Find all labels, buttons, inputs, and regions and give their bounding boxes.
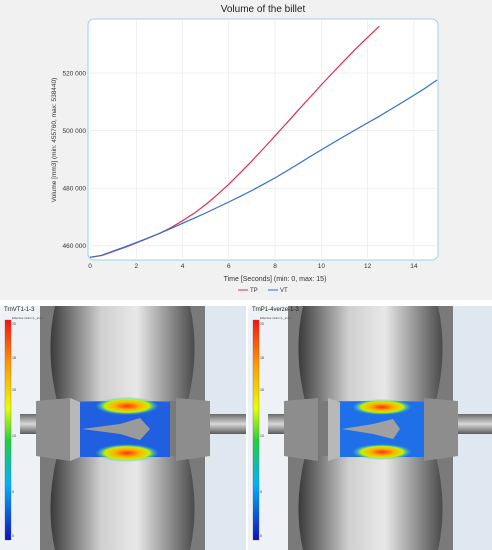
x-tick-label: 4 <box>181 263 185 270</box>
colorbar-tick: 15 <box>12 388 16 392</box>
upper-roll <box>298 306 443 401</box>
lower-roll <box>298 456 443 550</box>
legend-label-vt: VT <box>280 288 288 294</box>
colorbar-tick: 5 <box>12 490 14 494</box>
colorbar-tick: 0 <box>12 534 14 538</box>
grid-layer <box>89 20 437 258</box>
colorbar-tick: 5 <box>260 490 262 494</box>
x-tick-label: 6 <box>227 263 231 270</box>
colorbar <box>252 319 260 541</box>
colorbar <box>4 319 12 541</box>
simulation-panel-left: TrnVT1-1-3 Effective strain (L_sim) 20 1… <box>0 306 246 550</box>
colorbar-tick: 10 <box>12 434 16 438</box>
x-tick-label: 2 <box>134 263 138 270</box>
legend: TP VT <box>238 288 288 294</box>
x-tick-label: 12 <box>364 263 372 270</box>
legend-label-tp: TP <box>250 288 258 294</box>
colorbar-tick: 10 <box>260 434 264 438</box>
simulation-sublabel-right: Effective strain (L_sim) <box>260 316 291 320</box>
x-tick-label: 0 <box>88 263 92 270</box>
colorbar-tick: 18 <box>260 356 264 360</box>
colorbar-tick: 20 <box>12 322 16 326</box>
y-axis-label: Volume [mm3] (min: 455760, max: 538440) <box>51 78 58 203</box>
simulation-sublabel-left: Effective strain (L_sim) <box>12 316 43 320</box>
axis-layer: 0 2 4 6 8 10 12 14 460 000 480 000 500 000 520 000 <box>63 70 418 270</box>
x-tick-label: 8 <box>273 263 277 270</box>
x-axis-label: Time [Seconds] (min: 0, max: 15) <box>224 276 327 283</box>
chart-title: Volume of the billet <box>221 4 306 15</box>
series-line-vt <box>89 79 438 258</box>
y-tick-label: 480 000 <box>63 185 87 192</box>
simulation-label-right: TrnP1-4verze-1-3 <box>252 307 299 313</box>
colorbar-tick: 18 <box>12 356 16 360</box>
y-tick-label: 460 000 <box>63 243 87 250</box>
x-tick-label: 14 <box>410 263 418 270</box>
lower-roll <box>50 456 195 550</box>
y-tick-label: 500 000 <box>63 128 87 135</box>
simulation-label-left: TrnVT1-1-3 <box>4 307 35 313</box>
upper-roll <box>50 306 195 401</box>
colorbar-tick: 15 <box>260 388 264 392</box>
series-layer <box>89 25 438 258</box>
simulation-panel-right: TrnP1-4verze-1-3 Effective strain (L_sim… <box>248 306 492 550</box>
plot-frame <box>87 18 439 261</box>
simulation-render-left <box>0 306 246 550</box>
colorbar-tick: 0 <box>260 534 262 538</box>
x-tick-label: 10 <box>318 263 326 270</box>
y-tick-label: 520 000 <box>63 70 87 77</box>
simulation-render-right <box>248 306 492 550</box>
chart-area: 0 2 4 6 8 10 12 14 460 000 480 000 500 000 520 000 … <box>0 0 492 300</box>
colorbar-tick: 20 <box>260 322 264 326</box>
